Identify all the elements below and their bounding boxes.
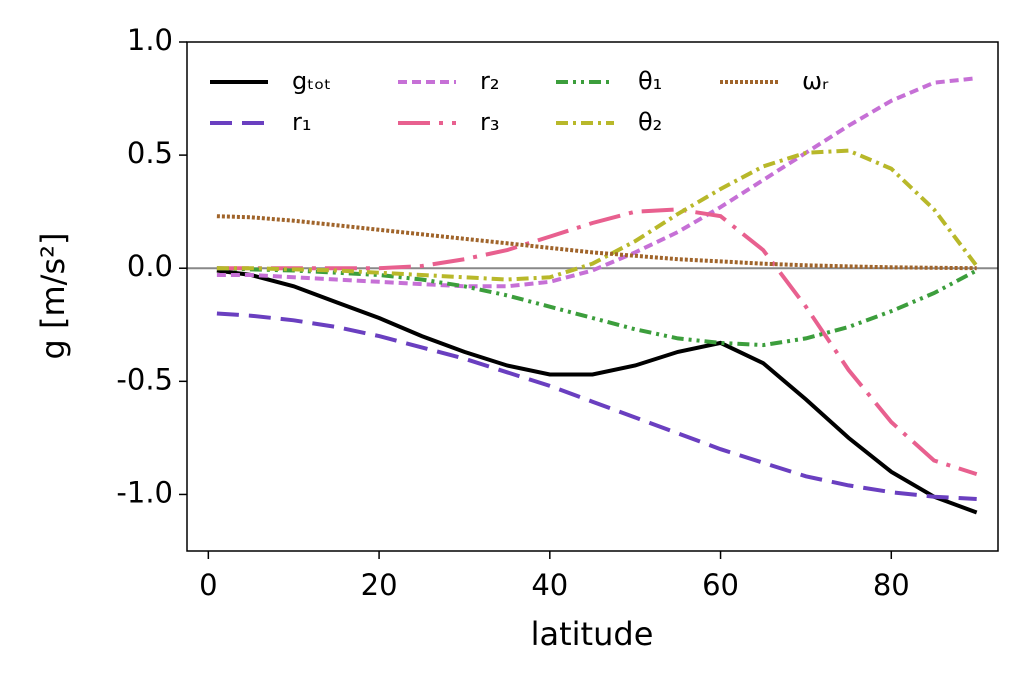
legend-label: θ₂ [638,108,662,136]
legend-label: gₜₒₜ [292,67,331,95]
legend-label: θ₁ [638,67,662,95]
series-line [216,266,978,348]
series-line [216,214,977,271]
y-tick-label: 0.0 [127,249,173,283]
x-tick-label: 20 [361,568,398,602]
series-line [216,311,977,501]
legend-label: ωᵣ [802,67,829,95]
series-line [216,76,977,289]
series-line [216,148,979,282]
series-line [216,207,978,477]
y-tick-label: -1.0 [116,475,173,509]
plot-frame [186,41,999,552]
y-axis-label: g [m/s²] [34,233,72,360]
y-tick-label: -0.5 [116,362,173,396]
x-axis-label: latitude [531,615,654,653]
legend-label: r₁ [292,108,312,136]
x-tick-label: 0 [199,568,217,602]
legend-label: r₂ [480,67,500,95]
y-tick-label: 0.5 [127,136,173,170]
x-tick-label: 60 [702,568,739,602]
y-tick-label: 1.0 [127,23,173,57]
legend-label: r₃ [480,108,500,136]
x-tick-label: 40 [531,568,568,602]
x-tick-label: 80 [873,568,910,602]
series-line [216,268,978,515]
